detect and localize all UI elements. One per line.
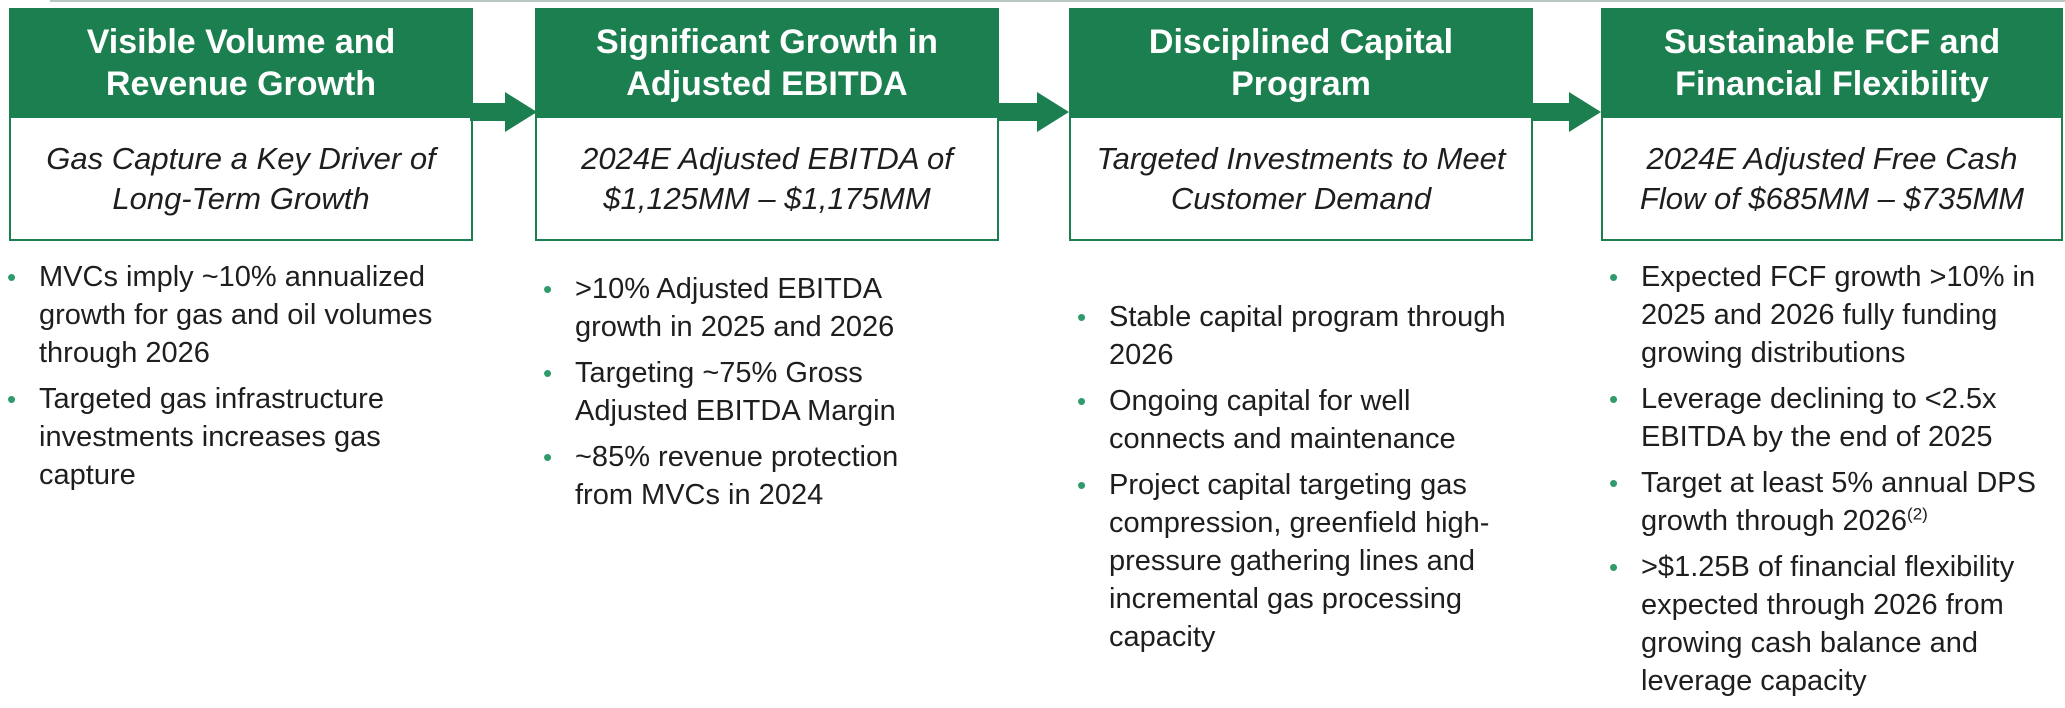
bullet-text: >$1.25B of financial flexibility expecte… <box>1641 551 2015 697</box>
bullet-list: Stable capital program through 2026 Ongoi… <box>1077 298 1527 664</box>
bullet-list: Expected FCF growth >10% in 2025 and 202… <box>1609 258 2065 708</box>
bullet-text: Expected FCF growth >10% in 2025 and 202… <box>1641 261 2036 369</box>
bullet-list: >10% Adjusted EBITDA growth in 2025 and … <box>543 270 963 522</box>
bullet: ~85% revenue protection from MVCs in 202… <box>543 438 963 514</box>
arrow <box>470 92 537 132</box>
column-title: Disciplined Capital Program <box>1069 8 1533 118</box>
column-subtitle: 2024E Adjusted EBITDA of $1,125MM – $1,1… <box>535 118 999 241</box>
bullet-text: Leverage declining to <2.5x EBITDA by th… <box>1641 383 1997 453</box>
column-subtitle: Targeted Investments to Meet Customer De… <box>1069 118 1533 241</box>
bullet: Targeted gas infrastructure investments … <box>7 380 477 494</box>
column-title: Significant Growth in Adjusted EBITDA <box>535 8 999 118</box>
bullet: Targeting ~75% Gross Adjusted EBITDA Mar… <box>543 354 963 430</box>
bullet: Ongoing capital for well connects and ma… <box>1077 382 1527 458</box>
bullet-text: Target at least 5% annual DPS growth thr… <box>1641 467 2036 537</box>
bullet: Stable capital program through 2026 <box>1077 298 1527 374</box>
bullet: >10% Adjusted EBITDA growth in 2025 and … <box>543 270 963 346</box>
arrow <box>1533 92 1601 132</box>
bullet-list: MVCs imply ~10% annualized growth for ga… <box>7 258 477 502</box>
arrow <box>997 92 1069 132</box>
footnote-ref: (2) <box>1907 504 1928 524</box>
bullet-text: MVCs imply ~10% annualized growth for ga… <box>39 261 433 369</box>
column-title: Visible Volume and Revenue Growth <box>9 8 473 118</box>
bullet: MVCs imply ~10% annualized growth for ga… <box>7 258 477 372</box>
column-subtitle: 2024E Adjusted Free Cash Flow of $685MM … <box>1601 118 2063 241</box>
bullet: Expected FCF growth >10% in 2025 and 202… <box>1609 258 2065 372</box>
bullet-text: Targeting ~75% Gross Adjusted EBITDA Mar… <box>575 357 896 427</box>
bullet-text: Stable capital program through 2026 <box>1109 301 1506 371</box>
bullet: >$1.25B of financial flexibility expecte… <box>1609 548 2065 700</box>
bullet: Leverage declining to <2.5x EBITDA by th… <box>1609 380 2065 456</box>
bullet: Target at least 5% annual DPS growth thr… <box>1609 464 2065 540</box>
column: Disciplined Capital Program Targeted Inve… <box>1069 8 1533 653</box>
column: Sustainable FCF and Financial Flexibilit… <box>1601 8 2063 697</box>
bullet-text: Project capital targeting gas compressio… <box>1109 469 1490 653</box>
bullet-text: ~85% revenue protection from MVCs in 202… <box>575 441 899 511</box>
column-title: Sustainable FCF and Financial Flexibilit… <box>1601 8 2063 118</box>
bullet: Project capital targeting gas compressio… <box>1077 466 1527 656</box>
column: Significant Growth in Adjusted EBITDA 202… <box>535 8 999 511</box>
top-rule <box>50 0 2065 2</box>
column-subtitle: Gas Capture a Key Driver of Long-Term Gr… <box>9 118 473 241</box>
column: Visible Volume and Revenue Growth Gas Cap… <box>7 8 473 491</box>
bullet-text: Ongoing capital for well connects and ma… <box>1109 385 1456 455</box>
arrows <box>470 92 1601 132</box>
bullet-text: Targeted gas infrastructure investments … <box>39 383 384 491</box>
bullet-text: >10% Adjusted EBITDA growth in 2025 and … <box>575 273 895 343</box>
